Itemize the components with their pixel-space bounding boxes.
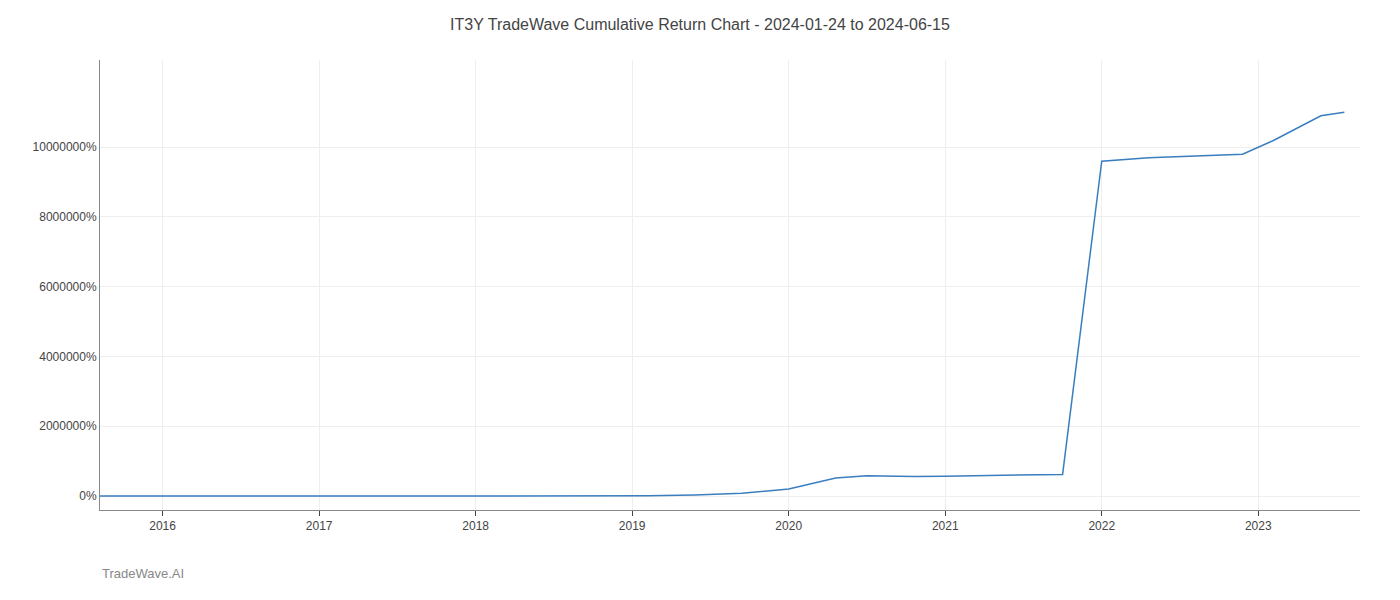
svg-text:TradeWave.AI: TradeWave.AI	[102, 566, 184, 581]
svg-text:2018: 2018	[462, 519, 489, 533]
svg-text:2020: 2020	[775, 519, 802, 533]
svg-text:2000000%: 2000000%	[39, 419, 97, 433]
svg-text:2019: 2019	[619, 519, 646, 533]
svg-text:8000000%: 8000000%	[39, 210, 97, 224]
svg-text:2017: 2017	[306, 519, 333, 533]
svg-text:2023: 2023	[1245, 519, 1272, 533]
svg-text:2016: 2016	[149, 519, 176, 533]
svg-text:0%: 0%	[79, 489, 97, 503]
svg-text:6000000%: 6000000%	[39, 280, 97, 294]
svg-text:2021: 2021	[932, 519, 959, 533]
svg-text:IT3Y TradeWave Cumulative Retu: IT3Y TradeWave Cumulative Return Chart -…	[450, 16, 950, 33]
svg-text:10000000%: 10000000%	[33, 140, 97, 154]
svg-text:4000000%: 4000000%	[39, 350, 97, 364]
svg-text:2022: 2022	[1088, 519, 1115, 533]
